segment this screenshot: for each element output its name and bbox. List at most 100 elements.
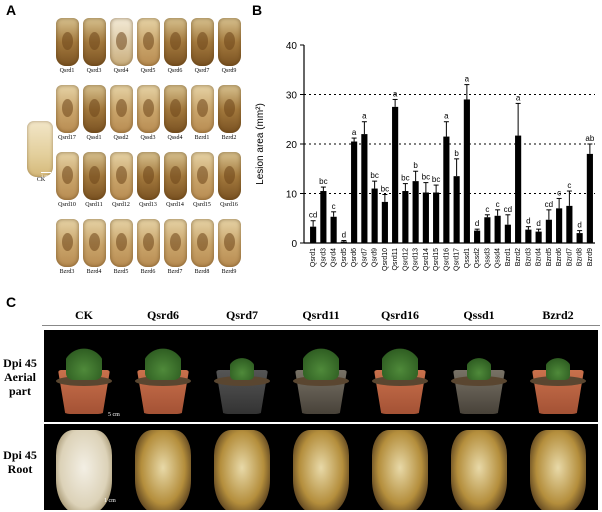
plant [66, 346, 102, 380]
root-slice-grid: Qsrd1 Qsrd3 Qsrd4 Qsrd5 Qsrd6 Qsrd7 Qsrd9 Qsrd1… [54, 18, 244, 286]
bar-bzrd6 [556, 208, 563, 243]
aerial-photo-ck [44, 330, 124, 422]
significance-label: a [516, 93, 521, 102]
significance-label: ab [585, 134, 594, 143]
panel-a-letter: A [6, 2, 17, 18]
plant [230, 356, 254, 380]
root-slice-qsrd9 [218, 18, 241, 66]
category-label: Qsrd6 [351, 248, 358, 267]
lesion-spot [224, 233, 235, 251]
plant [382, 346, 418, 380]
bar-qsrd15 [433, 192, 440, 243]
category-label: Qssd1 [464, 248, 471, 268]
category-label: Qssd3 [484, 248, 491, 268]
category-label: Bzrd8 [577, 248, 584, 266]
root-photo-qsrd16 [360, 424, 440, 510]
lesion-spot [143, 32, 154, 50]
lesion-spot [116, 32, 127, 50]
root-slice-label: Bzrd3 [59, 269, 75, 275]
bar-qsrd10 [381, 201, 388, 243]
soil [56, 376, 112, 386]
significance-label: cd [309, 211, 317, 220]
root-photo-qsrd11 [281, 424, 361, 510]
root-section [214, 430, 270, 510]
panel-c-letter: C [6, 294, 17, 310]
plant [546, 356, 570, 380]
aerial-photo-qssd1 [439, 330, 519, 422]
root-slice-label: Bzrd6 [140, 269, 156, 275]
category-label: Bzrd3 [525, 248, 532, 266]
bar-qsrd17 [453, 176, 460, 243]
significance-label: a [362, 112, 367, 121]
significance-label: bc [319, 177, 327, 186]
category-label: Qsrd5 [341, 248, 348, 267]
root-slice-qsrd5 [137, 18, 160, 66]
category-label: Bzrd5 [546, 248, 553, 266]
bar-qsrd12 [402, 191, 409, 243]
column-header-bzrd2: Bzrd2 [516, 308, 600, 326]
significance-label: a [352, 128, 357, 137]
root-slice-label: Qsrd13 [139, 202, 157, 208]
root-slice-label: Qsrd12 [112, 202, 130, 208]
root-slice-label: Qsrd14 [166, 202, 184, 208]
lesion-spot [143, 233, 154, 251]
column-header-qsrd7: Qsrd7 [200, 308, 284, 326]
category-label: Qsrd16 [443, 248, 450, 271]
lesion-spot [170, 166, 181, 184]
bar-qsrd3 [320, 191, 327, 243]
lesion-spot [197, 233, 208, 251]
root-slice-label: Qssd4 [167, 135, 183, 141]
significance-label: cd [504, 205, 512, 214]
root-slice-bzrd9 [218, 219, 241, 267]
aerial-photo-qsrd6 [123, 330, 203, 422]
category-label: Qsrd12 [402, 248, 409, 271]
root-slice-label: Bzrd4 [86, 269, 102, 275]
significance-label: c [332, 202, 336, 211]
category-label: Qsrd9 [372, 248, 379, 267]
column-header-qsrd16: Qsrd16 [358, 308, 442, 326]
soil [293, 376, 349, 386]
lesion-spot [89, 166, 100, 184]
root-slice-label: Qsrd7 [194, 68, 210, 74]
root-section [56, 430, 112, 510]
lesion-spot [197, 166, 208, 184]
column-header-qssd1: Qssd1 [437, 308, 521, 326]
panel-b-letter: B [252, 2, 263, 18]
bar-qsrd13 [412, 181, 419, 243]
significance-label: bc [370, 171, 378, 180]
lesion-spot [224, 99, 235, 117]
root-slice-bzrd4 [83, 219, 106, 267]
root-slice-label: Bzrd5 [113, 269, 129, 275]
soil [135, 376, 191, 386]
root-slice-label: Qsrd9 [221, 68, 237, 74]
root-section [135, 430, 191, 510]
aerial-photo-bzrd2 [518, 330, 598, 422]
aerial-photo-qsrd11 [281, 330, 361, 422]
significance-label: bc [401, 174, 409, 183]
category-label: Qssd2 [474, 248, 481, 268]
bar-bzrd3 [525, 229, 532, 243]
significance-label: c [567, 181, 571, 190]
lesion-spot [170, 32, 181, 50]
y-axis-label: Lesion area (mm²) [255, 103, 266, 185]
bar-qsrd16 [443, 136, 450, 243]
bar-qsrd6 [351, 141, 358, 243]
lesion-spot [170, 99, 181, 117]
root-slice-label: Bzrd8 [194, 269, 210, 275]
soil [530, 376, 586, 386]
column-header-qsrd6: Qsrd6 [121, 308, 205, 326]
soil [451, 376, 507, 386]
root-slice-qsrd4 [110, 18, 133, 66]
category-label: Bzrd4 [536, 248, 543, 266]
root-slice-label: Qsrd17 [58, 135, 76, 141]
root-slice-qsrd11 [83, 152, 106, 200]
scale-label-1cm: 1 cm [104, 498, 116, 504]
root-photo-qssd1 [439, 424, 519, 510]
significance-label: b [413, 161, 418, 170]
scale-label-5cm: 5 cm [108, 412, 120, 418]
plant [303, 346, 339, 380]
lesion-spot [116, 233, 127, 251]
root-slice-bzrd5 [110, 219, 133, 267]
root-slice-bzrd3 [56, 219, 79, 267]
